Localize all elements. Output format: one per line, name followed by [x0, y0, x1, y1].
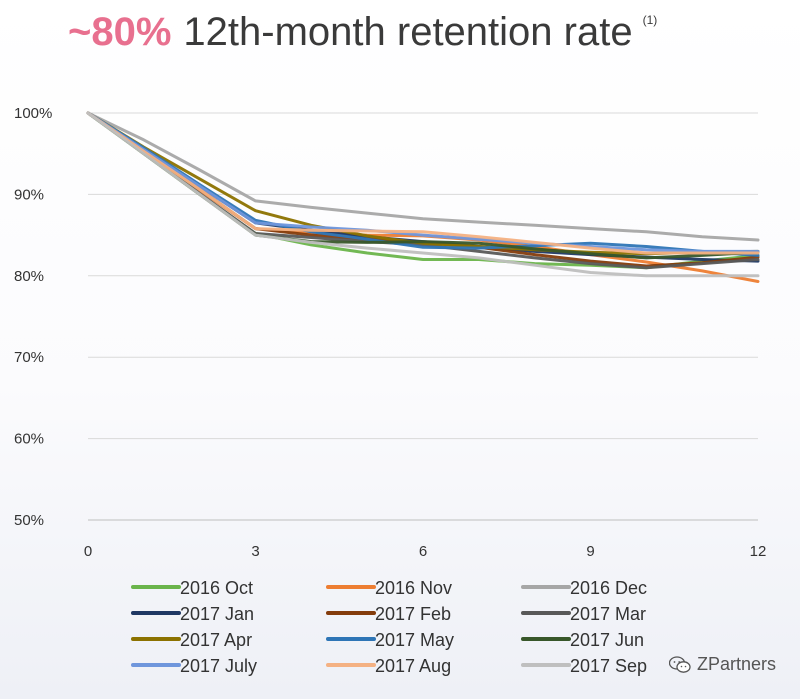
legend-label: 2017 Apr: [180, 630, 252, 650]
series-line-2017-aug: [86, 111, 760, 255]
legend: 2016 Oct 2016 Nov 2016 Dec 2017 Jan 2017 Feb…: [131, 578, 647, 676]
chart-title: ~80% 12th-month retention rate (1): [68, 6, 657, 58]
x-tick-label: 12: [750, 543, 767, 560]
legend-label: 2016 Dec: [570, 578, 647, 598]
legend-label: 2016 Nov: [375, 578, 452, 598]
legend-label: 2017 May: [375, 630, 454, 650]
x-tick-label: 9: [586, 543, 594, 560]
watermark: ZPartners: [668, 654, 776, 675]
legend-label: 2017 Aug: [375, 656, 451, 676]
title-highlight: ~80%: [68, 10, 172, 54]
y-tick-label: 80%: [14, 268, 44, 285]
wechat-icon: [668, 655, 691, 673]
legend-label: 2017 Sep: [570, 656, 647, 676]
series-lines: [86, 111, 760, 283]
y-tick-label: 60%: [14, 431, 44, 448]
legend-label: 2017 Jan: [180, 604, 254, 624]
y-tick-label: 50%: [14, 512, 44, 529]
y-tick-label: 70%: [14, 349, 44, 366]
legend-label: 2016 Oct: [180, 578, 253, 598]
x-tick-label: 6: [419, 543, 427, 560]
axes: 50% 60% 70% 80% 90% 100% 0 3 6 9 12: [14, 105, 766, 560]
series-line-2016-dec: [86, 111, 760, 242]
series-line-2017-sep: [86, 111, 760, 278]
title-footnote: (1): [642, 13, 658, 27]
x-tick-label: 3: [251, 543, 259, 560]
y-tick-label: 100%: [14, 105, 52, 122]
series-line-2017-july: [86, 111, 760, 253]
y-tick-label: 90%: [14, 186, 44, 203]
legend-label: 2017 July: [180, 656, 257, 676]
legend-label: 2017 Feb: [375, 604, 451, 624]
legend-label: 2017 Mar: [570, 604, 646, 624]
title-text: 12th-month retention rate: [183, 10, 633, 54]
legend-label: 2017 Jun: [570, 630, 644, 650]
x-tick-label: 0: [84, 543, 92, 560]
watermark-text: ZPartners: [696, 654, 776, 674]
